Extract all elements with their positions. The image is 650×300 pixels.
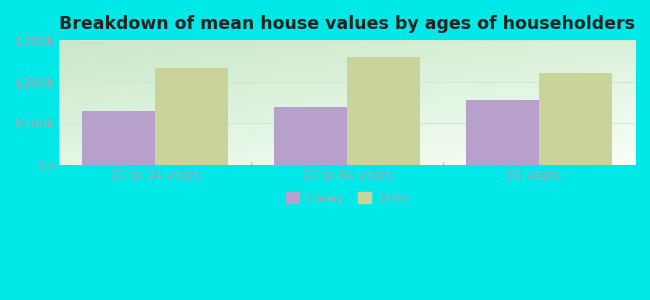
Bar <box>274 107 347 165</box>
Bar <box>155 68 228 165</box>
Bar <box>466 100 539 165</box>
Legend: Carey, Ohio: Carey, Ohio <box>281 186 413 210</box>
Bar <box>82 112 155 165</box>
Bar <box>539 73 612 165</box>
Title: Breakdown of mean house values by ages of householders: Breakdown of mean house values by ages o… <box>59 15 635 33</box>
Bar <box>347 57 420 165</box>
